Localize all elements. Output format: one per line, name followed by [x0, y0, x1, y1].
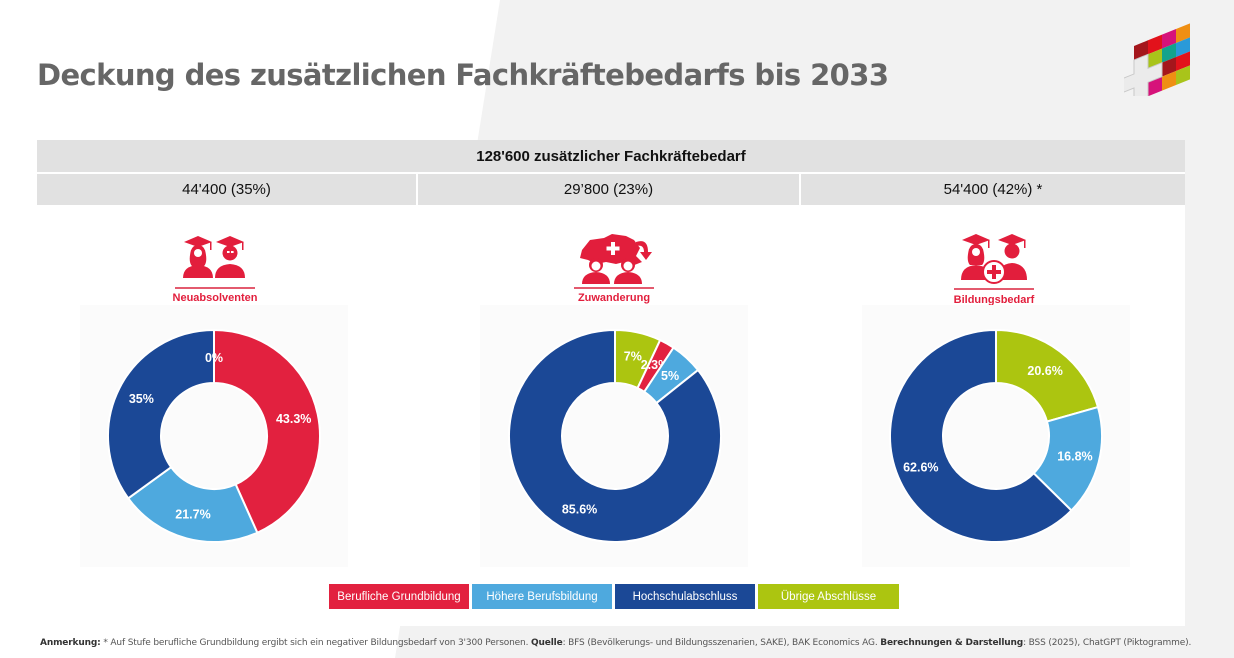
pictogram-label-neuabsolventen: Neuabsolventen — [172, 292, 258, 304]
donut-label-hochschulabschluss: 62.6% — [903, 460, 938, 474]
donut-label-ubrige-abschlusse: 20.6% — [1027, 364, 1062, 378]
donut-slice-hochschulabschluss — [889, 328, 1073, 543]
donut-chart-zuwanderung: 7%2.3%5%85.6% — [508, 328, 722, 543]
footnote-berechnungen-text: : BSS (2025), ChatGPT (Piktogramme). — [1023, 638, 1192, 648]
logo-icon — [1124, 23, 1190, 96]
graduates-plus-icon — [961, 234, 1027, 284]
footnote-quelle-label: Quelle — [531, 638, 563, 648]
donut-slice-hochschulabschluss — [508, 328, 722, 543]
column-header-neuabsolventen: 44'400 (35%) — [37, 174, 416, 205]
footnote: Anmerkung: * Auf Stufe berufliche Grundb… — [40, 638, 1191, 648]
pictogram-underline — [574, 287, 654, 289]
footnote-quelle-text: : BFS (Bevölkerungs- und Bildungsszenari… — [562, 638, 881, 648]
donut-chart-neuabsolventen: 43.3% 21.7% 35% 0% — [107, 328, 321, 543]
pictogram-underline — [954, 288, 1034, 290]
legend-item-uebrige-abschluesse: Übrige Abschlüsse — [758, 584, 899, 609]
donut-label-hohere-berufsbildung: 5% — [661, 369, 679, 383]
pictogram-label-bildungsbedarf: Bildungsbedarf — [953, 294, 1035, 306]
donut-slice-hochschulabschluss — [107, 328, 215, 500]
legend: Berufliche Grundbildung Höhere Berufsbil… — [329, 584, 899, 609]
donut-label-hohere-berufsbildung: 21.7% — [175, 508, 210, 522]
donut-label-berufliche-grundbildung: 43.3% — [276, 412, 311, 426]
donut-chart-bildungsbedarf: 20.6% 16.8% 62.6% — [889, 328, 1103, 543]
column-header-zuwanderung: 29’800 (23%) — [418, 174, 799, 205]
column-header-bildungsbedarf: 54'400 (42%) * — [801, 174, 1185, 205]
legend-item-hochschulabschluss: Hochschulabschluss — [615, 584, 755, 609]
donut-label-hochschulabschluss: 85.6% — [562, 502, 597, 516]
column-headers: 44'400 (35%) 29’800 (23%) 54'400 (42%) * — [37, 174, 1185, 205]
donut-label-hochschulabschluss: 35% — [129, 392, 154, 406]
footnote-anmerkung-text: * Auf Stufe berufliche Grundbildung ergi… — [100, 638, 532, 648]
donut-slice-hohere-berufsbildung — [126, 465, 259, 543]
donut-label-hohere-berufsbildung: 16.8% — [1057, 449, 1092, 463]
pictogram-underline — [175, 287, 255, 289]
pictogram-label-zuwanderung: Zuwanderung — [577, 292, 651, 304]
total-demand-header: 128'600 zusätzlicher Fachkräftebedarf — [37, 140, 1185, 172]
graduates-icon — [183, 236, 245, 278]
legend-item-berufliche-grundbildung: Berufliche Grundbildung — [329, 584, 469, 609]
donut-slice-berufliche-grundbildung — [213, 328, 321, 535]
legend-item-hoehere-berufsbildung: Höhere Berufsbildung — [472, 584, 612, 609]
footnote-berechnungen-label: Berechnungen & Darstellung — [880, 638, 1024, 648]
donut-label-ubrige-abschlusse: 0% — [205, 351, 223, 365]
donut-label-ubrige-abschlusse: 7% — [624, 349, 642, 363]
immigration-switzerland-icon — [580, 234, 652, 284]
footnote-anmerkung-label: Anmerkung: — [40, 638, 101, 648]
page-title: Deckung des zusätzlichen Fachkräftebedar… — [37, 58, 889, 92]
